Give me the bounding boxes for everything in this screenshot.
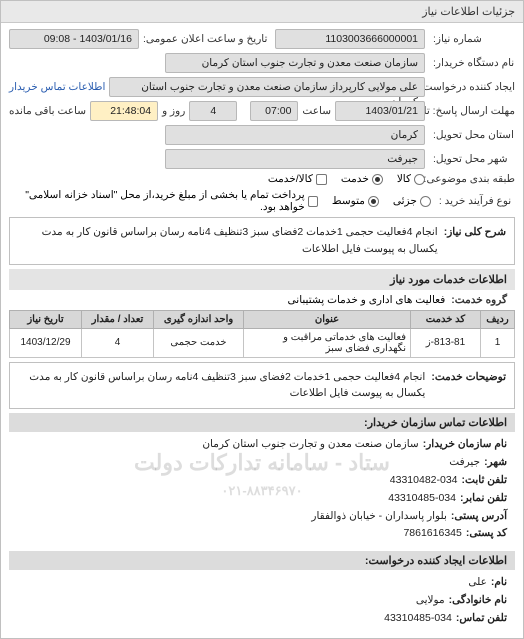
creator-name-label: نام: (491, 574, 507, 592)
service-explain-box: توضیحات خدمت: انجام 4فعالیت حجمی 1خدمات … (9, 362, 515, 410)
public-datetime-field: 1403/01/16 - 09:08 (9, 29, 139, 49)
hours-left-field: 21:48:04 (90, 101, 158, 121)
radio-dot-checked-icon (368, 196, 379, 207)
checkbox-icon (308, 196, 318, 207)
need-description-text: انجام 4فعالیت حجمی 1خدمات 2فضای سبز 3تنظ… (18, 224, 438, 258)
requester-field: علی مولایی کارپرداز سازمان صنعت معدن و ت… (109, 77, 425, 97)
need-number-field: 1103003666000001 (275, 29, 425, 49)
deadline-label: مهلت ارسال پاسخ: تا تاریخ: (429, 105, 515, 117)
need-details-panel: جزئیات اطلاعات نیاز شماره نیاز: 11030036… (0, 0, 524, 639)
buyer-contact-link[interactable]: اطلاعات تماس خریدار (9, 81, 105, 93)
col-unit: واحد اندازه گیری (154, 310, 244, 328)
fax-label: تلفن نمابر: (460, 490, 507, 508)
check-treasury[interactable]: پرداخت تمام یا بخشی از مبلغ خرید،از محل … (9, 189, 318, 213)
creator-name-value: علی (468, 574, 487, 592)
col-qty: تعداد / مقدار (82, 310, 154, 328)
org-label: نام سازمان خریدار: (423, 436, 507, 454)
cell-title: فعالیت های خدماتی مراقبت و نگهداری فضای … (244, 328, 411, 357)
deliver-city-label: شهر محل تحویل: (429, 153, 515, 165)
org-value: سازمان صنعت معدن و تجارت جنوب استان کرما… (202, 436, 418, 454)
panel-title: جزئیات اطلاعات نیاز (1, 1, 523, 23)
requester-label: ایجاد کننده درخواست: (429, 81, 515, 93)
cell-qty: 4 (82, 328, 154, 357)
check-both[interactable]: کالا/خدمت (268, 173, 327, 185)
phone-value: 43310482-034 (390, 472, 458, 490)
remain-label: ساعت باقی مانده (9, 105, 86, 117)
need-description-box: شرح کلی نیاز: انجام 4فعالیت حجمی 1خدمات … (9, 217, 515, 265)
creator-contact-section-header: اطلاعات ایجاد کننده درخواست: (9, 551, 515, 570)
radio-dot-icon (420, 196, 431, 207)
phone-label: تلفن ثابت: (462, 472, 507, 490)
cell-unit: خدمت حجمی (154, 328, 244, 357)
deadline-time-field: 07:00 (250, 101, 298, 121)
col-index: ردیف (481, 310, 515, 328)
deliver-province-label: استان محل تحویل: (429, 129, 515, 141)
deadline-date-field: 1403/01/21 (335, 101, 425, 121)
radio-medium[interactable]: متوسط (332, 195, 379, 207)
service-explain-text: انجام 4فعالیت حجمی 1خدمات 2فضای سبز 3تنظ… (18, 369, 425, 403)
service-group-label: گروه خدمت: (451, 294, 507, 306)
creator-phone-label: تلفن تماس: (456, 610, 507, 628)
cell-date: 1403/12/29 (10, 328, 82, 357)
buyer-contact-body: ستاد - سامانه تدارکات دولت ۰۲۱-۸۸۳۴۶۹۷۰ … (9, 432, 515, 547)
deliver-province-field: کرمان (165, 125, 425, 145)
service-explain-label: توضیحات خدمت: (431, 369, 506, 403)
public-datetime-label: تاریخ و ساعت اعلان عمومی: (143, 33, 271, 45)
col-code: کد خدمت (411, 310, 481, 328)
radio-service[interactable]: خدمت (341, 173, 383, 185)
radio-dot-checked-icon (372, 174, 383, 185)
process-type-group: جزئی متوسط پرداخت تمام یا بخشی از مبلغ خ… (9, 189, 431, 213)
services-table: ردیف کد خدمت عنوان واحد اندازه گیری تعدا… (9, 310, 515, 358)
process-type-label: نوع فرآیند خرید : (435, 195, 515, 207)
table-row: 1 813-81-ز فعالیت های خدماتی مراقبت و نگ… (10, 328, 515, 357)
service-group-value: فعالیت های اداری و خدمات پشتیبانی (288, 294, 446, 306)
need-number-label: شماره نیاز: (429, 33, 515, 45)
buyer-label: نام دستگاه خریدار: (429, 57, 515, 69)
creator-family-label: نام خانوادگی: (449, 592, 507, 610)
creator-phone-value: 43310485-034 (384, 610, 452, 628)
deliver-city-field: جیرفت (165, 149, 425, 169)
buyer-field: سازمان صنعت معدن و تجارت جنوب استان کرما… (165, 53, 425, 73)
checkbox-icon (316, 174, 327, 185)
form-body: شماره نیاز: 1103003666000001 تاریخ و ساع… (1, 23, 523, 638)
city-label: شهر: (484, 454, 507, 472)
buyer-contact-section-header: اطلاعات تماس سازمان خریدار: (9, 413, 515, 432)
radio-goods[interactable]: کالا (397, 173, 425, 185)
post-label: کد پستی: (466, 525, 507, 543)
subject-type-label: طبقه بندی موضوعی: (429, 173, 515, 185)
need-description-label: شرح کلی نیاز: (444, 224, 506, 258)
col-date: تاریخ نیاز (10, 310, 82, 328)
creator-family-value: مولایی (416, 592, 445, 610)
cell-index: 1 (481, 328, 515, 357)
time-label-1: ساعت (302, 105, 331, 117)
creator-contact-body: نام:علی نام خانوادگی:مولایی تلفن تماس:43… (9, 570, 515, 632)
days-left-field: 4 (189, 101, 237, 121)
subject-type-group: کالا خدمت کالا/خدمت (268, 173, 425, 185)
radio-small[interactable]: جزئی (393, 195, 431, 207)
fax-value: 43310485-034 (388, 490, 456, 508)
cell-code: 813-81-ز (411, 328, 481, 357)
city-value: جیرفت (449, 454, 480, 472)
col-title: عنوان (244, 310, 411, 328)
addr-label: آدرس پستی: (451, 508, 507, 526)
post-value: 7861616345 (403, 525, 461, 543)
days-label: روز و (162, 105, 185, 117)
services-section-header: اطلاعات خدمات مورد نیاز (9, 269, 515, 290)
radio-dot-icon (414, 174, 425, 185)
table-header-row: ردیف کد خدمت عنوان واحد اندازه گیری تعدا… (10, 310, 515, 328)
addr-value: بلوار پاسداران - خیابان ذوالفقار (311, 508, 446, 526)
